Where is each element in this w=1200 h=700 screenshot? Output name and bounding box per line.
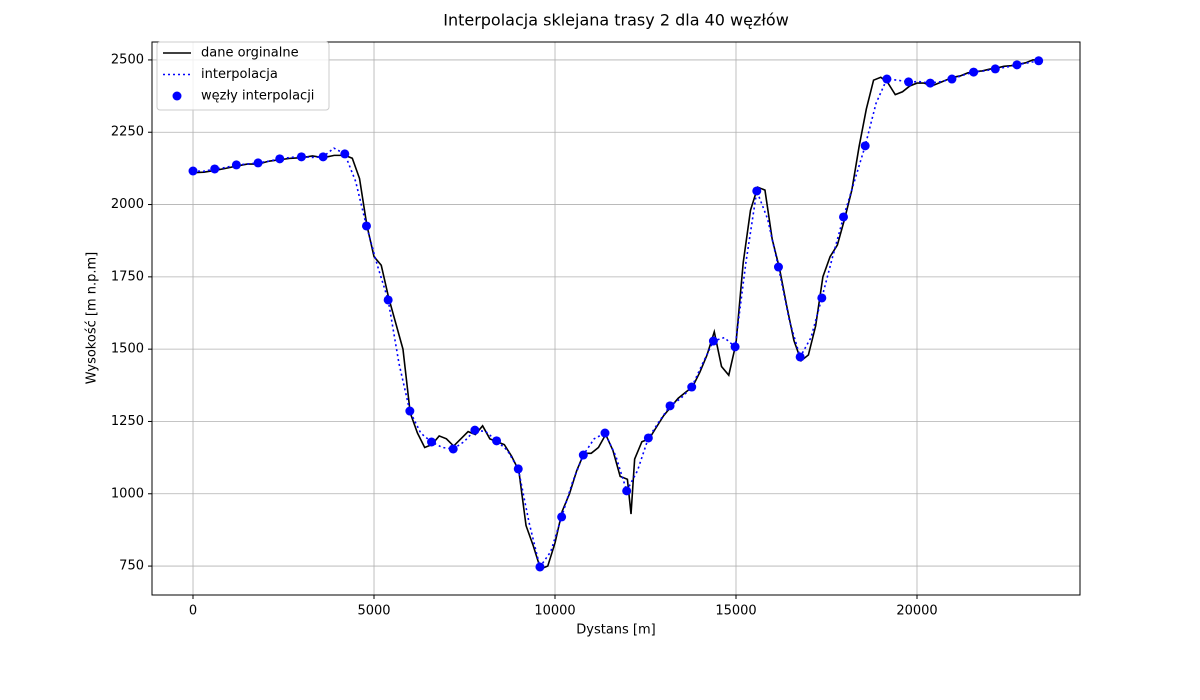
data-point (882, 74, 892, 84)
data-point (817, 293, 827, 303)
legend-label: dane orginalne (201, 46, 299, 61)
chart-title: Interpolacja sklejana trasy 2 dla 40 węz… (443, 11, 789, 30)
legend-box (156, 41, 330, 111)
data-point (231, 160, 241, 170)
data-point (969, 67, 979, 77)
data-point (318, 152, 328, 162)
data-point (492, 436, 502, 446)
data-point (839, 212, 849, 222)
data-point (557, 512, 567, 522)
data-point (600, 428, 610, 438)
data-point (513, 464, 523, 474)
data-point (361, 221, 371, 231)
data-point (383, 295, 393, 305)
data-point (253, 158, 263, 168)
data-point (405, 406, 415, 416)
plot-frame (151, 41, 1081, 596)
data-point (210, 164, 220, 174)
legend-label: węzły interpolacji (201, 89, 314, 104)
data-line (192, 60, 1039, 569)
x-tick-label: 5000 (357, 604, 390, 619)
plot-layer (188, 56, 1044, 572)
y-tick-label: 2250 (111, 125, 144, 140)
axes-layer: 0 5000 10000 15000 20000 750 1000 1250 1500 1750 2… (111, 52, 938, 618)
data-point (427, 437, 437, 447)
x-tick-label: 10000 (534, 604, 575, 619)
data-point (990, 64, 1000, 74)
data-point (795, 352, 805, 362)
legend-marker (172, 91, 182, 101)
y-tick-label: 2000 (111, 197, 144, 212)
data-point (947, 74, 957, 84)
data-point (188, 166, 198, 176)
x-tick-label: 20000 (896, 604, 937, 619)
grid-layer (152, 42, 1080, 595)
data-point (1012, 60, 1022, 70)
y-tick-label: 1500 (111, 342, 144, 357)
x-tick-label: 15000 (715, 604, 756, 619)
data-point (904, 77, 914, 87)
data-point (448, 444, 458, 454)
data-point (340, 149, 350, 159)
data-point (752, 186, 762, 196)
y-tick-label: 1250 (111, 414, 144, 429)
data-point (535, 562, 545, 572)
data-point (296, 152, 306, 162)
x-axis-label: Dystans [m] (576, 623, 656, 638)
x-tick-label: 0 (189, 604, 197, 619)
y-tick-label: 2500 (111, 52, 144, 67)
data-point (578, 450, 588, 460)
data-point (925, 78, 935, 88)
data-point (860, 141, 870, 151)
data-point (643, 433, 653, 443)
data-point (687, 382, 697, 392)
data-point (622, 486, 632, 496)
data-line (192, 59, 1039, 571)
y-tick-label: 750 (119, 559, 144, 574)
data-point (665, 401, 675, 411)
y-tick-label: 1000 (111, 486, 144, 501)
y-tick-label: 1750 (111, 269, 144, 284)
data-point (773, 262, 783, 272)
y-axis-label: Wysokość [m n.p.m] (85, 252, 100, 384)
data-point (470, 425, 480, 435)
data-point (1034, 56, 1044, 66)
legend-label: interpolacja (201, 67, 278, 82)
legend: dane orginalne interpolacja węzły interpol… (156, 41, 330, 111)
data-point (730, 342, 740, 352)
data-point (275, 154, 285, 164)
data-point (708, 336, 718, 346)
